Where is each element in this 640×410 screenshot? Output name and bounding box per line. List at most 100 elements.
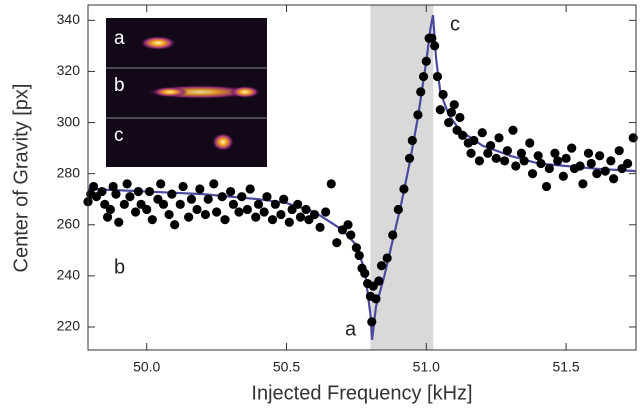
data-point xyxy=(553,156,563,166)
data-point xyxy=(474,156,485,166)
data-point xyxy=(217,192,227,202)
data-point xyxy=(578,179,588,189)
data-point xyxy=(203,194,213,204)
data-point xyxy=(606,156,616,166)
data-point xyxy=(209,179,219,189)
data-point xyxy=(404,153,415,163)
data-point xyxy=(502,146,512,156)
data-point xyxy=(360,268,370,278)
data-point xyxy=(309,209,320,220)
data-point xyxy=(301,204,311,215)
data-point xyxy=(508,125,518,135)
data-point xyxy=(388,230,398,240)
x-tick-label: 51.5 xyxy=(552,359,579,375)
data-point xyxy=(595,151,605,161)
data-point xyxy=(293,199,303,209)
data-point xyxy=(279,194,289,204)
data-point xyxy=(88,181,99,192)
data-point xyxy=(469,135,479,146)
data-point xyxy=(519,156,529,166)
data-point xyxy=(259,207,269,217)
data-point xyxy=(237,192,247,202)
data-point xyxy=(156,179,166,189)
data-point xyxy=(449,100,459,110)
data-point xyxy=(125,192,135,202)
annotation: b xyxy=(114,256,125,278)
data-point xyxy=(374,276,384,286)
data-point xyxy=(430,41,440,51)
data-point xyxy=(544,163,554,174)
data-point xyxy=(228,199,238,209)
data-point xyxy=(192,204,202,215)
data-point xyxy=(600,166,610,176)
data-point xyxy=(558,171,568,181)
data-point xyxy=(332,238,342,248)
data-point xyxy=(536,158,546,169)
data-point xyxy=(561,153,571,163)
data-point xyxy=(315,222,325,232)
data-point xyxy=(122,179,132,189)
data-point xyxy=(321,207,331,217)
x-tick-label: 50.0 xyxy=(133,359,160,375)
data-point xyxy=(119,199,129,209)
data-point xyxy=(195,184,205,194)
data-point xyxy=(446,107,457,117)
data-point xyxy=(267,215,278,225)
y-tick-label: 320 xyxy=(57,62,81,78)
data-point xyxy=(586,158,596,169)
annotation: c xyxy=(450,13,460,35)
data-point xyxy=(133,186,143,197)
data-point xyxy=(494,133,504,143)
y-tick-label: 240 xyxy=(57,267,81,283)
inset-label: a xyxy=(114,28,125,49)
data-point xyxy=(97,186,107,197)
data-point xyxy=(220,215,230,225)
x-tick-label: 51.0 xyxy=(413,359,440,375)
data-point xyxy=(170,220,180,230)
data-point xyxy=(583,148,594,158)
data-point xyxy=(108,181,118,192)
annotation: a xyxy=(345,318,357,340)
inset-blob xyxy=(230,86,260,98)
data-point xyxy=(245,184,255,194)
data-point xyxy=(399,184,409,194)
data-point xyxy=(200,209,211,220)
data-point xyxy=(516,148,526,158)
data-point xyxy=(295,212,306,222)
data-point xyxy=(326,179,336,189)
data-point xyxy=(367,317,377,327)
data-point xyxy=(435,105,445,115)
data-point xyxy=(158,199,169,209)
data-point xyxy=(184,212,194,222)
data-point xyxy=(592,169,602,179)
y-tick-label: 340 xyxy=(57,11,81,27)
data-point xyxy=(623,158,633,169)
data-point xyxy=(262,192,272,202)
data-point xyxy=(114,217,124,227)
data-point xyxy=(164,209,174,220)
inset-blob xyxy=(212,133,234,151)
data-point xyxy=(458,130,468,140)
data-point xyxy=(477,128,487,138)
data-point xyxy=(499,156,510,166)
data-point xyxy=(178,181,188,192)
data-point xyxy=(525,138,535,148)
data-point xyxy=(147,215,157,225)
data-point xyxy=(455,112,465,123)
y-tick-label: 300 xyxy=(57,113,81,129)
data-point xyxy=(242,204,252,215)
data-point xyxy=(354,250,364,261)
data-point xyxy=(444,117,454,128)
data-point xyxy=(253,199,264,209)
data-point xyxy=(550,148,560,158)
data-point xyxy=(393,204,403,215)
data-point xyxy=(343,220,353,230)
data-point xyxy=(418,71,429,82)
data-point xyxy=(276,209,286,220)
y-axis-label: Center of Gravity [px] xyxy=(10,84,32,273)
inset-label: b xyxy=(114,75,125,96)
plot-area: 50.0 50.5 51.0 51.5 220 240 260 280 300 320 340 xyxy=(57,4,638,375)
data-point xyxy=(371,294,381,304)
plot-frame xyxy=(87,4,637,351)
